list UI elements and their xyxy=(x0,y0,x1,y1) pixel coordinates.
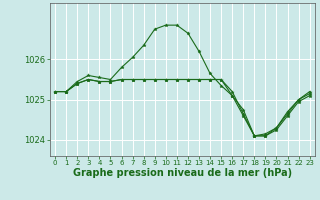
X-axis label: Graphe pression niveau de la mer (hPa): Graphe pression niveau de la mer (hPa) xyxy=(73,168,292,178)
